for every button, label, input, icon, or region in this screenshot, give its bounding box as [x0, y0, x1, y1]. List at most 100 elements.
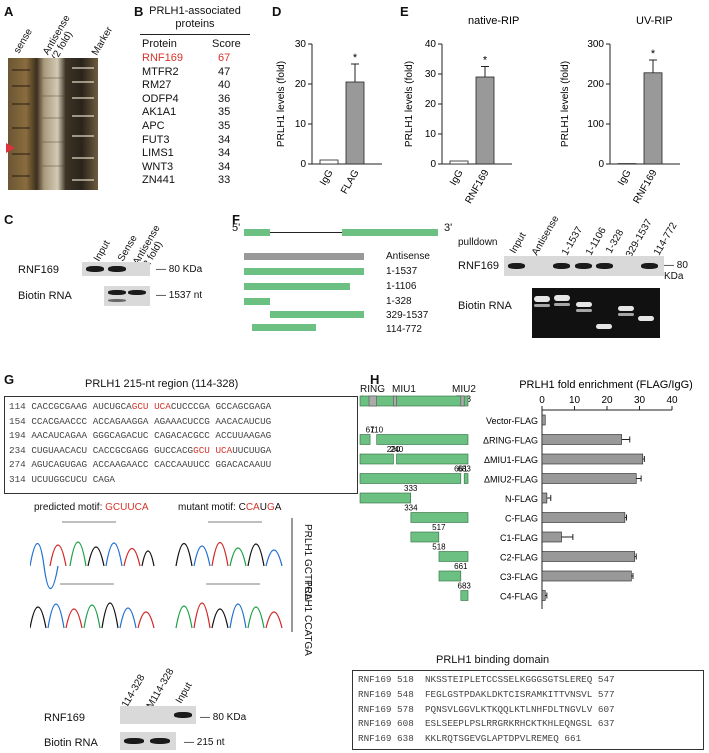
f-row-biotin: Biotin RNA — [458, 300, 512, 312]
panel-label-a: A — [4, 4, 14, 19]
g-predicted-label: predicted motif: — [34, 502, 103, 513]
bar — [541, 453, 644, 465]
f-lane-input: Input — [508, 230, 529, 256]
bar — [541, 551, 635, 562]
f-construct-114-772 — [252, 324, 316, 331]
f-construct-329-1537 — [270, 311, 364, 318]
pos-label: 683 — [458, 582, 472, 591]
construct-c4 — [460, 590, 469, 601]
g-chromatograms — [30, 518, 293, 632]
g-row-biotin: Biotin RNA — [44, 737, 98, 749]
protein-name: LIMS1 — [142, 147, 174, 160]
marker-g-80kda: — 80 KDa — [200, 712, 247, 723]
band — [108, 290, 126, 295]
h-binding-box — [352, 670, 704, 750]
protein-score: 34 — [218, 133, 231, 146]
pos-label: 661 — [454, 562, 468, 571]
bar — [541, 590, 546, 601]
binding-sequence-line: RNF169 608 ESLSEEPLPSLRRGRKRHCKTKHLEQNGS… — [358, 718, 615, 730]
h-domain-miu1: MIU1 — [392, 384, 416, 395]
pos-label: 220 — [387, 445, 401, 454]
bar — [475, 76, 495, 165]
sequence-text: UCUUGGCUCU CAGA — [31, 473, 116, 485]
protein-name: ODFP4 — [142, 92, 179, 105]
bar — [319, 159, 339, 165]
sequence-text: AACAUCAGAA GGGCAGACUC CAGACACGCC ACCUUAA… — [31, 430, 272, 441]
bar — [541, 434, 622, 445]
g-mutant-mid: U — [259, 502, 267, 513]
table-b-header-protein: Protein — [142, 38, 177, 50]
y-tick-label: 0 — [430, 159, 436, 170]
construct-c — [410, 512, 469, 523]
f-exon-2 — [342, 229, 438, 236]
sequence-position: 154 — [9, 415, 32, 427]
band — [575, 263, 592, 269]
sequence-line: 194 AACAUCAGAA GGGCAGACUC CAGACACGCC ACC… — [9, 430, 271, 441]
chart-d: PRLH1 levels (fold) 0 10 20 30 IgG * FLAG — [276, 39, 382, 196]
f-construct-1-328 — [244, 298, 270, 305]
f-transcript-line — [244, 232, 438, 233]
table-row: FUT3 34 — [142, 134, 252, 146]
significance-star: * — [651, 48, 656, 60]
f-lane-329-1537: 329-1537 — [624, 217, 655, 260]
h-domain-ring: RING — [360, 384, 385, 395]
silver-gel-image — [8, 58, 98, 190]
protein-score: 33 — [218, 174, 231, 187]
g-sequence-box — [4, 396, 358, 494]
marker-g-215nt: — 215 nt — [184, 737, 225, 748]
x-tick-label: 10 — [569, 395, 581, 406]
table-row: LIMS1 34 — [142, 147, 252, 159]
protein-score: 35 — [218, 120, 231, 132]
category-label: C2-FLAG — [500, 553, 538, 563]
sequence-line: 114 CACCGCGAAG AUCUGCAGCU UCACUCCCGA GCC… — [9, 401, 271, 412]
f-label-114-772: 114-772 — [386, 324, 422, 335]
pos-label: 67 — [366, 426, 375, 435]
y-tick-label: 20 — [295, 79, 307, 90]
table-row: APC 35 — [142, 120, 252, 132]
construct-c3 — [438, 570, 462, 582]
protein-score: 34 — [218, 160, 231, 173]
sequence-position: 314 — [9, 473, 32, 485]
table-row: RM27 40 — [142, 79, 252, 91]
panel-label-e: E — [400, 4, 409, 19]
g-mutant-red: CA — [245, 502, 260, 513]
y-tick-label: 20 — [425, 99, 437, 110]
panel-label-f: F — [232, 212, 240, 227]
band — [128, 290, 146, 295]
bar — [541, 512, 626, 523]
marker-g-215nt-text: 215 nt — [196, 737, 225, 748]
sequence-position: 274 — [9, 459, 32, 470]
f-label-329-1537: 329-1537 — [386, 310, 429, 321]
f-row-rnf169: RNF169 — [458, 260, 499, 272]
g-lane-114-328: 114-328 — [120, 672, 148, 710]
construct-dring-n — [359, 434, 371, 445]
band — [596, 263, 613, 269]
marker-c-1537nt-text: 1537 nt — [168, 290, 203, 301]
pos-label: 517 — [432, 523, 446, 532]
panel-label-h: H — [370, 372, 380, 387]
chart-e-native-rip: native-RIP PRLH1 levels (fold) 0 10 20 30 40 Ig… — [404, 15, 519, 204]
x-tick-label: RNF169 — [463, 168, 491, 204]
band — [86, 266, 104, 272]
bar — [541, 531, 562, 543]
table-row: WNT3 34 — [142, 161, 252, 173]
bar — [449, 160, 469, 165]
table-b-header-score: Score — [212, 38, 241, 50]
y-tick-label: 30 — [295, 39, 307, 50]
table-row: MTFR2 47 — [142, 66, 252, 78]
g-title: PRLH1 215-nt region (114-328) — [85, 378, 239, 390]
protein-score: 67 — [218, 52, 231, 64]
sequence-line: 274 AGUCAGUGAG ACCAAGAACC CACCAAUUCC GGA… — [9, 459, 271, 470]
protein-name: WNT3 — [142, 160, 174, 173]
f-construct-1-1106 — [244, 283, 350, 290]
pos-label: 110 — [370, 426, 383, 435]
marker-g-80kda-text: 80 KDa — [212, 712, 247, 723]
sequence-text: CACCGCGAAG AUCUGCA — [31, 401, 132, 412]
panel-label-b: B — [134, 4, 144, 19]
g-lane-input: Input — [174, 680, 195, 706]
f-lane-1-1537: 1-1537 — [560, 225, 586, 258]
marker-c-80kda-text: 80 KDa — [168, 264, 203, 275]
protein-score: 35 — [218, 106, 231, 119]
gel-a-lane-antisense: Antisense (2 fold) — [41, 13, 75, 62]
chart-title: native-RIP — [468, 15, 519, 27]
